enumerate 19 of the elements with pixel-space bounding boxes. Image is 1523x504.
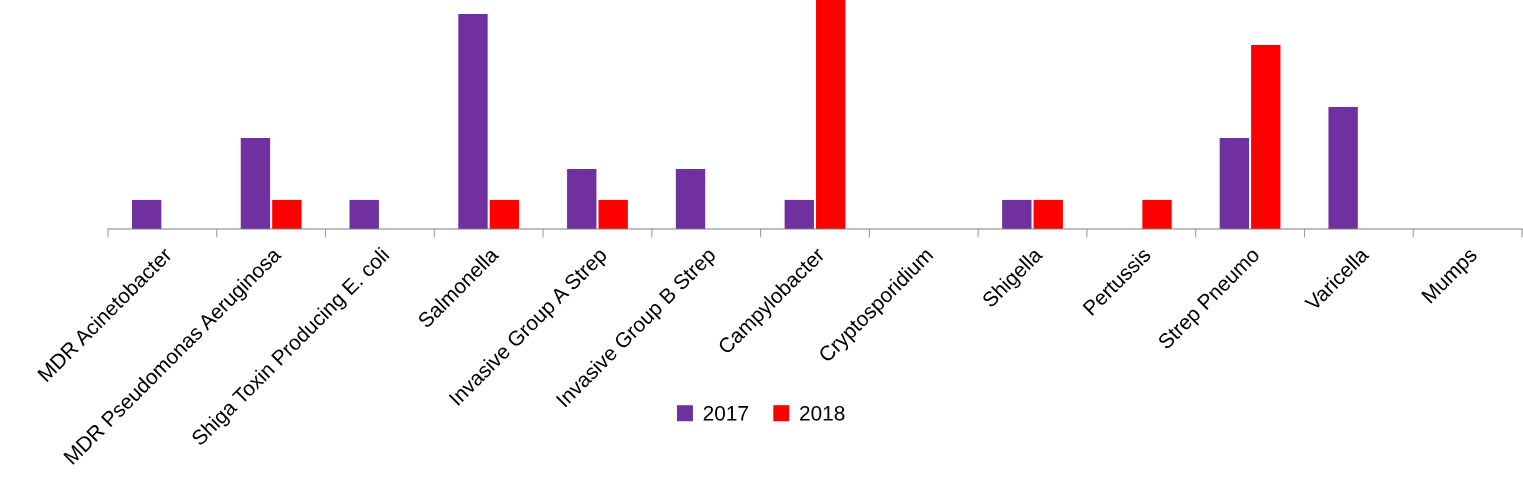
bar [458,13,488,229]
legend-label: 2018 [800,405,845,421]
bar [1251,45,1281,229]
bar [349,199,379,229]
bar [131,199,162,229]
bar [1142,199,1172,229]
bar [675,169,706,229]
bar [816,0,846,229]
bar [1033,199,1063,229]
bar [1219,138,1250,229]
bar [1328,106,1358,229]
bar [784,199,814,229]
legend-label: 2017 [703,405,748,421]
bar [598,199,628,229]
bar [240,138,271,229]
bar [1002,199,1032,229]
bar [489,199,520,229]
bar [567,169,597,229]
bar [272,199,302,229]
